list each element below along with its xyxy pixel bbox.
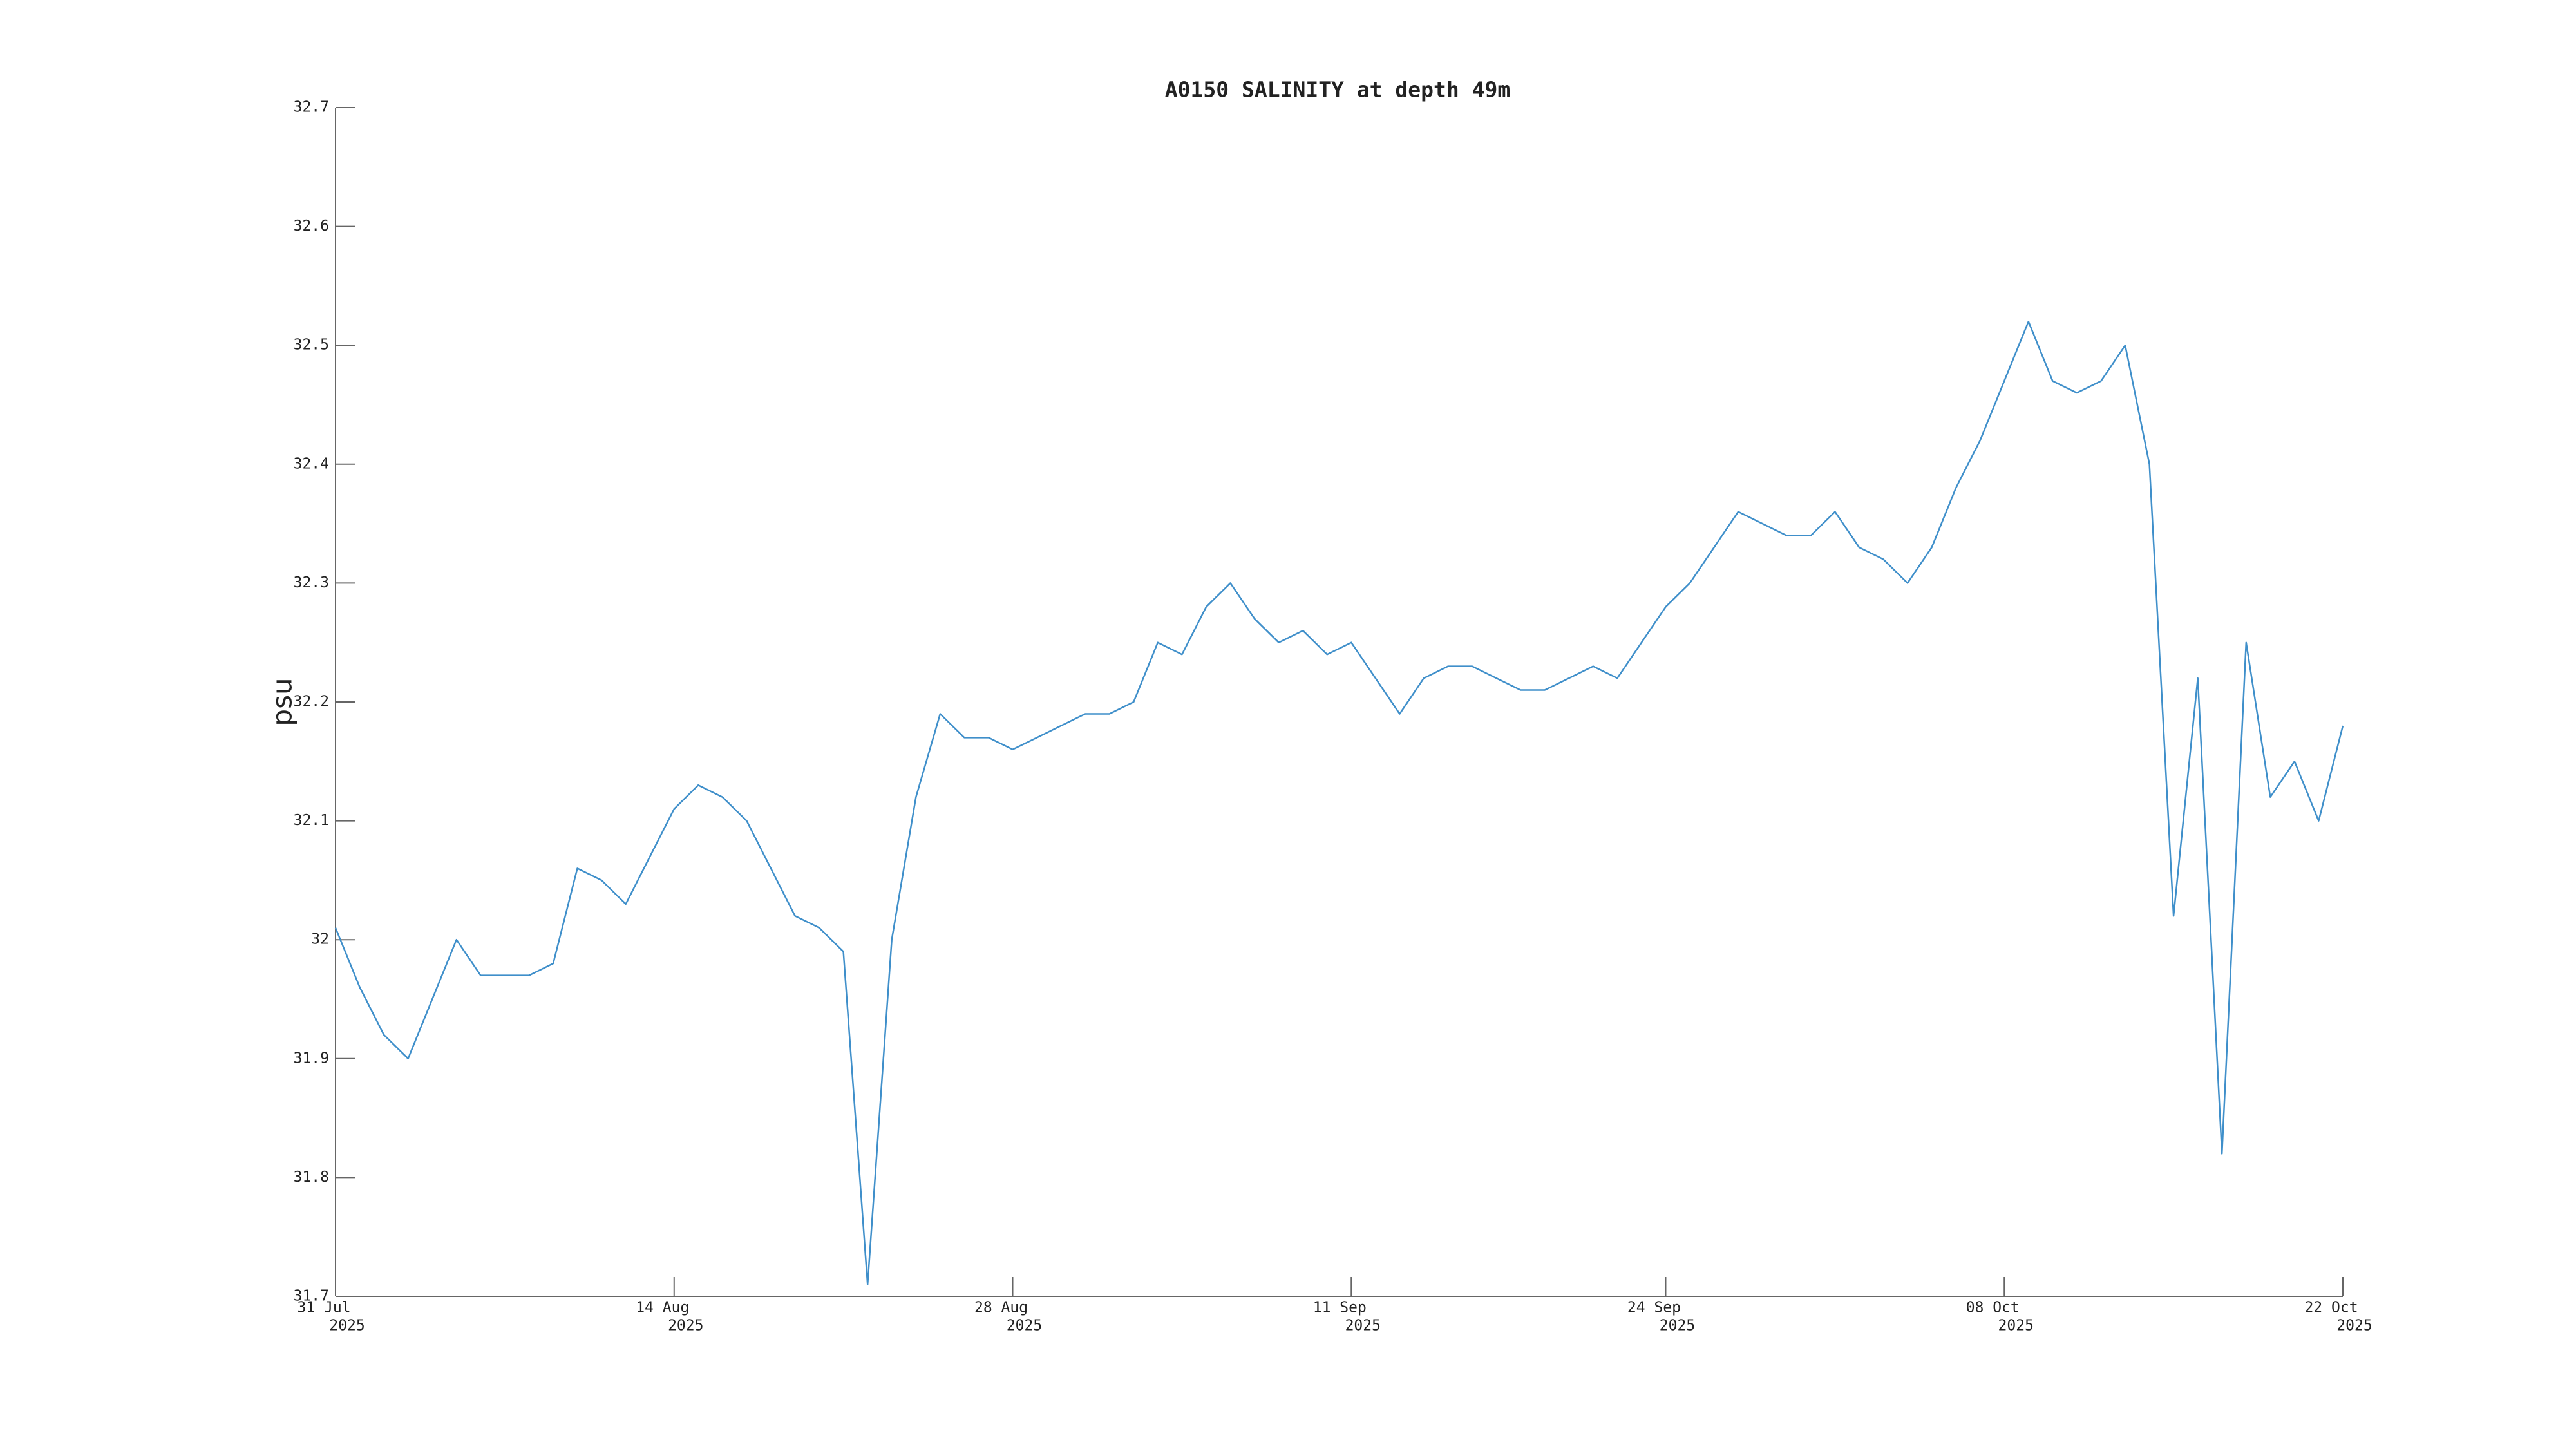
x-tick-label: 31 Jul [297,1300,350,1316]
y-tick-label: 32.4 [294,455,329,472]
y-tick-label: 31.9 [294,1050,329,1066]
y-tick-label: 32.7 [294,99,329,116]
x-tick-year: 2025 [1007,1318,1042,1334]
y-tick-label: 32 [311,931,329,948]
y-tick-label: 31.8 [294,1169,329,1186]
x-tick-year: 2025 [329,1318,365,1334]
y-axis-label: psu [267,677,298,726]
y-tick-label: 32.3 [294,574,329,591]
data-line [334,321,2344,1285]
y-tick-label: 31.7 [294,1288,329,1305]
x-tick-label: 11 Sep [1313,1300,1367,1316]
chart-title: A0150 SALINITY at depth 49m [1165,77,1510,102]
y-tick-label: 32.6 [294,218,329,234]
y-tick-label: 32.2 [294,694,329,710]
x-tick-label: 24 Sep [1627,1300,1681,1316]
x-tick-year: 2025 [1345,1318,1381,1334]
x-tick-label: 22 Oct [2304,1300,2358,1316]
x-tick-year: 2025 [1998,1318,2034,1334]
x-tick-label: 14 Aug [636,1300,689,1316]
x-tick-label: 08 Oct [1966,1300,2020,1316]
x-tick-year: 2025 [1660,1318,1695,1334]
x-tick-year: 2025 [668,1318,703,1334]
y-tick-label: 32.1 [294,812,329,829]
x-tick-label: 28 Aug [974,1300,1028,1316]
y-tick-label: 32.5 [294,337,329,354]
x-tick-year: 2025 [2336,1318,2372,1334]
